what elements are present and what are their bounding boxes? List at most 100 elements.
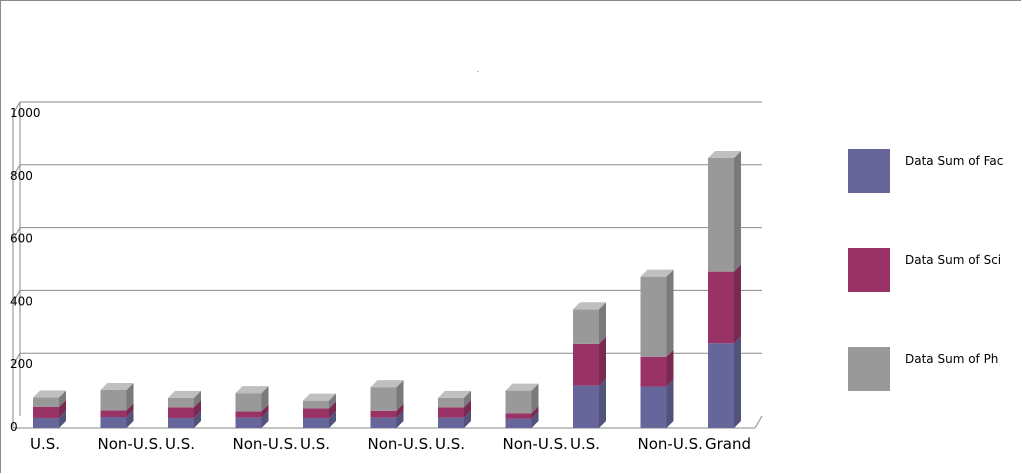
bar-segment [370,410,397,418]
bar-side [261,410,269,428]
bar-top [573,302,606,310]
x-tick-label: U.S. [435,435,465,453]
bar-side [734,336,741,428]
legend-swatch [848,149,890,193]
x-tick-label: U.S. [30,435,60,453]
bar-top [168,390,201,398]
bar-segment [33,397,59,407]
bar-segment [168,407,194,418]
bar-side [329,410,336,428]
bar-side [396,403,404,418]
bar-side [396,380,404,411]
legend-swatch [848,347,890,391]
gridline-wall [12,164,21,178]
x-tick-label: Non-U.S. [233,435,298,453]
bar-side [329,401,336,418]
bar-top [33,390,66,398]
bar-segment [235,393,262,412]
legend-swatch [848,248,890,292]
bar-side [194,410,201,428]
legend-label: Data Sum of Ph [905,352,998,366]
bar-segment [100,410,127,418]
bar-segment [168,417,194,428]
bar-segment [303,408,329,418]
bar-segment [640,276,667,357]
bar-top [235,386,269,394]
bar-segment [640,386,667,428]
x-tick-label: Non-U.S. [368,435,433,453]
gridline-wall [12,352,21,366]
x-tick-label: U.S. [165,435,195,453]
gridline-wall [12,101,21,115]
legend-label: Data Sum of Sci [905,253,1001,267]
bar-side [666,269,674,357]
bar-side [531,411,539,428]
x-axis-ticks: U.S. Non-U.S. U.S. Non-U.S. U.S. Non-U.S. U.S.… [30,435,751,453]
x-tick-label: Non-U.S. [638,435,703,453]
bar-side [734,150,741,272]
y-tick-label: 800 [10,169,33,183]
bar-segment [438,417,464,428]
bar-top [640,269,674,277]
bar-segment [370,387,397,411]
bar-segment [33,406,59,418]
x-tick-label: U.S. [570,435,600,453]
bars [33,150,741,428]
bar-segment [438,407,464,418]
bar-side [599,378,606,428]
bar-segment [505,418,532,428]
legend: Data Sum of Fac Data Sum of Sci Data Sum o… [848,149,1003,391]
bar-side [599,336,606,386]
bar-side [59,410,66,428]
bar-side [261,386,269,412]
bar-side [464,390,471,408]
bar-segment [640,356,667,387]
x-tick-label: Non-U.S. [503,435,568,453]
y-tick-label: 600 [10,232,33,246]
bar-top [708,150,741,158]
bar-segment [303,400,329,409]
bar-side [329,393,336,409]
bar-segment [573,309,599,344]
y-tick-label: 0 [10,420,18,434]
bar-segment [33,417,59,428]
bar-segment [235,417,262,428]
chart-title: . [477,67,479,74]
y-axis-ticks: 0 200 400 600 800 1000 [10,106,41,434]
bar-segment [438,397,464,408]
bar-side [599,302,606,344]
bar-segment [708,271,734,344]
bar-side [126,383,134,411]
bar-top [438,390,471,398]
bar-top [505,383,539,391]
bar-side [531,406,539,419]
gridline-wall [12,227,21,240]
bar-segment [235,411,262,418]
bar-side [194,390,201,408]
bar-segment [100,390,127,411]
bar-side [126,410,134,428]
bar-side [59,399,66,418]
bar-side [464,410,471,428]
bar-segment [168,397,194,408]
bar-segment [303,417,329,428]
bar-side [734,264,741,344]
bar-side [59,390,66,407]
bar-segment [505,390,532,414]
bar-top [370,380,404,388]
bar-segment [505,413,532,419]
x-tick-label: Non-U.S. [98,435,163,453]
bar-segment [573,385,599,428]
bar-side [261,404,269,418]
bar-side [194,400,201,418]
bar-side [396,410,404,428]
bar-side [464,400,471,418]
y-tick-label: 200 [10,357,33,371]
bar-top [303,393,336,401]
bar-segment [708,157,734,272]
bar-side [531,383,539,414]
floor-right-edge [754,415,763,429]
y-tick-label: 1000 [10,106,41,120]
bar-segment [708,343,734,428]
